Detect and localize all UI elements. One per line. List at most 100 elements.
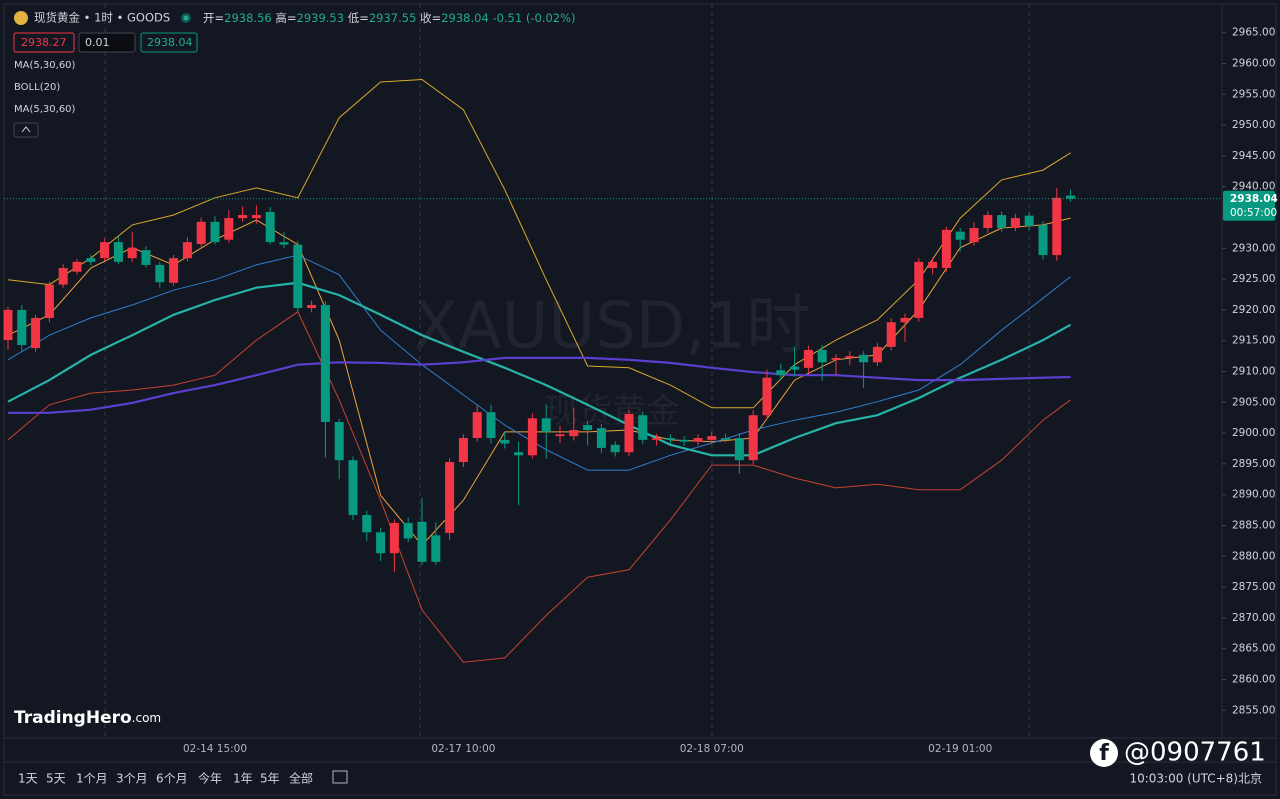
candle-body	[583, 425, 593, 431]
collapse-button[interactable]	[13, 122, 39, 138]
candle-body	[817, 349, 827, 363]
status-dot-core	[183, 15, 189, 21]
candle-body	[638, 415, 648, 440]
symbol-icon	[14, 11, 28, 25]
candle-body	[445, 462, 455, 533]
frame	[3, 3, 1277, 796]
candle-body	[624, 414, 634, 453]
y-tick-label: 2880.00	[1232, 550, 1275, 562]
range-button[interactable]: 1个月	[76, 772, 108, 786]
candle-body	[734, 438, 744, 461]
candle-body	[141, 250, 151, 265]
range-button[interactable]: 6个月	[156, 772, 188, 786]
facebook-glyph: f	[1099, 741, 1109, 766]
sell-input[interactable]	[13, 32, 75, 53]
change-pct: (-0.02%)	[526, 11, 576, 25]
range-button[interactable]: 5年	[260, 772, 280, 786]
candle-body	[693, 438, 703, 442]
candle-body	[169, 258, 179, 283]
qty-input[interactable]	[78, 32, 136, 53]
candle-body	[403, 523, 413, 539]
range-button[interactable]: 今年	[198, 771, 222, 786]
x-tick-label: 02-19 01:00	[928, 743, 992, 755]
candle-body	[859, 354, 869, 363]
candle-body	[155, 264, 165, 283]
y-tick-label: 2875.00	[1232, 581, 1275, 593]
sell-price[interactable]: 2938.27	[21, 36, 67, 49]
indicator-line	[7, 281, 1072, 457]
date-range-icon[interactable]	[332, 770, 348, 784]
y-tick-label: 2860.00	[1232, 673, 1275, 685]
candle-body	[541, 418, 551, 432]
candle-body	[983, 215, 993, 228]
candle-body	[86, 258, 96, 262]
candle-body	[1066, 195, 1076, 199]
range-button[interactable]: 5天	[46, 772, 66, 786]
y-tick-label: 2940.00	[1232, 181, 1275, 193]
buy-input[interactable]	[140, 32, 198, 53]
clock: 10:03:00 (UTC+8)北京	[1129, 772, 1262, 786]
logo: TradingHero.com	[14, 708, 161, 728]
indicator-line	[7, 78, 1071, 409]
candle-body	[527, 418, 537, 456]
candle-body	[610, 444, 620, 453]
y-tick-label: 2865.00	[1232, 643, 1275, 655]
indicator[interactable]: MA(5,30,60)	[14, 104, 76, 115]
y-tick-label: 2895.00	[1232, 458, 1275, 470]
ohlc: 开=2938.56 高=2939.53 低=2937.55 收=2938.04 …	[203, 11, 576, 25]
candle-body	[803, 349, 813, 368]
buy-price[interactable]: 2938.04	[147, 36, 193, 49]
candle-body	[238, 215, 248, 219]
candle-body	[58, 268, 68, 285]
candle-body	[941, 229, 951, 269]
candle-body	[776, 370, 786, 376]
facebook-icon	[1090, 739, 1118, 767]
candle-body	[17, 309, 27, 346]
candle-body	[900, 317, 910, 323]
y-tick-label: 2925.00	[1232, 273, 1275, 285]
candle-body	[362, 515, 372, 533]
watermark-sub: 现货黄金	[544, 392, 680, 432]
range-button[interactable]: 1年	[233, 772, 253, 786]
change: -0.51	[492, 11, 522, 25]
candle-body	[251, 215, 261, 219]
y-tick-label: 2930.00	[1232, 242, 1275, 254]
logo-suffix: .com	[132, 711, 161, 725]
collapse-icon[interactable]	[21, 126, 31, 133]
candle-body	[458, 438, 468, 463]
candle-body	[127, 247, 137, 259]
candle-body	[928, 261, 938, 269]
qty[interactable]: 0.01	[85, 36, 110, 49]
symbol: 现货黄金 • 1时 • GOODS	[34, 11, 170, 25]
candle-body	[762, 377, 772, 416]
plot	[3, 78, 1222, 663]
candle-body	[320, 304, 330, 423]
candle-body	[210, 221, 220, 243]
candle-body	[997, 215, 1007, 228]
candle-body	[790, 366, 800, 370]
x-tick-label: 02-17 10:00	[431, 743, 495, 755]
candle-body	[555, 434, 565, 437]
candle-body	[417, 521, 427, 562]
y-tick-label: 2890.00	[1232, 489, 1275, 501]
range-button[interactable]: 1天	[18, 772, 38, 786]
candle-body	[265, 211, 275, 243]
logo-text: TradingHero	[14, 708, 132, 728]
range-button[interactable]: 全部	[289, 771, 313, 786]
y-tick-label: 2915.00	[1232, 335, 1275, 347]
candle-body	[376, 532, 386, 554]
range-button[interactable]: 3个月	[116, 772, 148, 786]
candle-body	[307, 304, 317, 309]
indicator[interactable]: BOLL(20)	[14, 82, 60, 93]
ohlc-value: 2938.04	[441, 11, 489, 25]
candle-body	[472, 412, 482, 439]
candle-body	[652, 438, 662, 440]
candle-body	[969, 227, 979, 243]
candle-body	[72, 261, 82, 272]
indicator[interactable]: MA(5,30,60)	[14, 60, 76, 71]
candle-body	[721, 438, 731, 440]
last-price-label: 2938.04	[1230, 193, 1278, 205]
candle-body	[569, 430, 579, 437]
candle-body	[514, 452, 524, 456]
